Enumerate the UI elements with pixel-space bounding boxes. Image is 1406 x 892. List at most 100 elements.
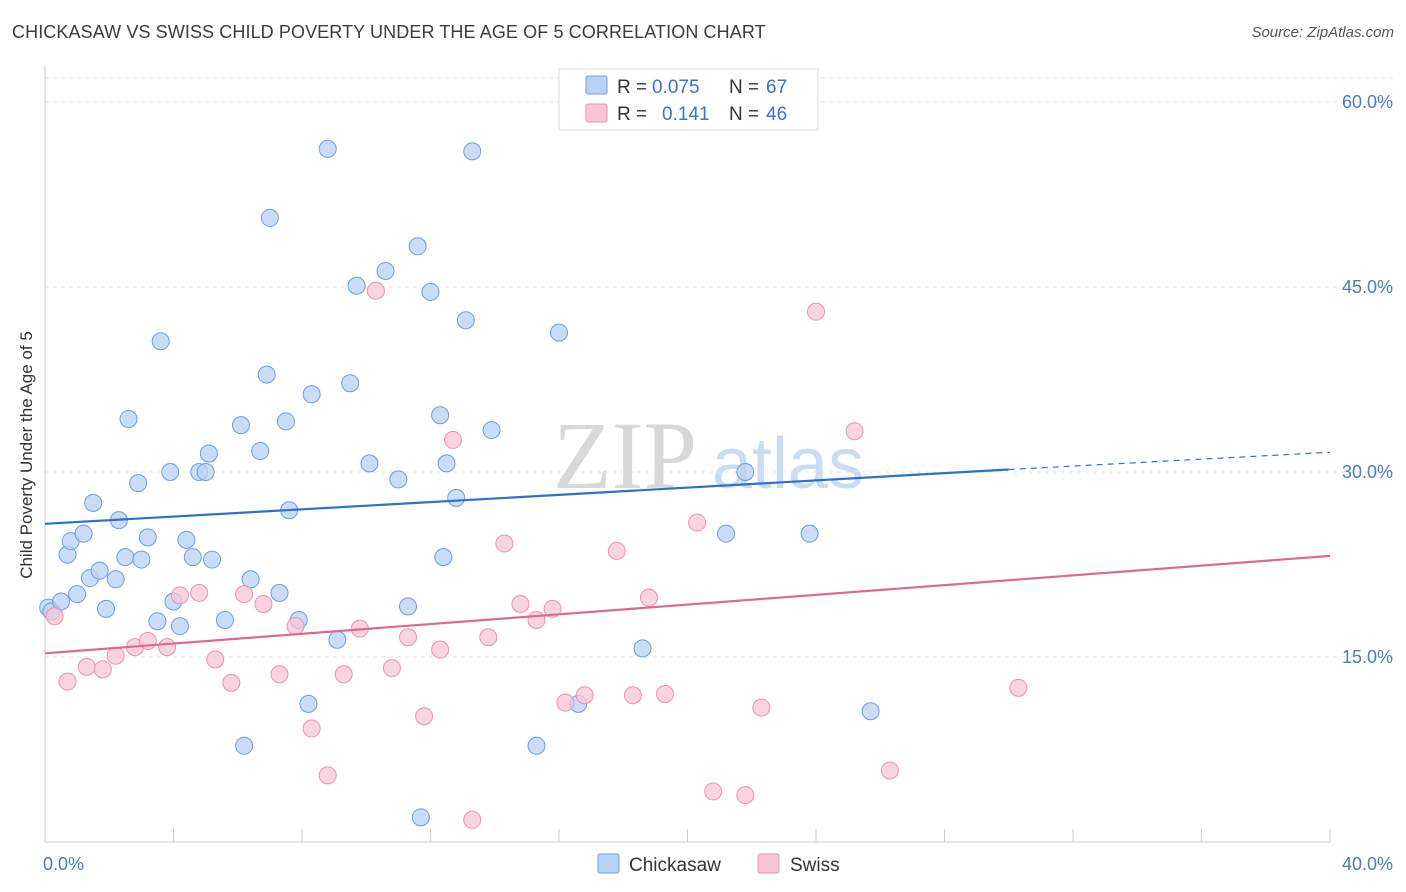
point-chickasaw-66	[800, 524, 819, 543]
point-chickasaw-40	[299, 694, 318, 713]
point-chickasaw-45	[347, 276, 366, 295]
point-chickasaw-8	[84, 493, 103, 512]
point-chickasaw-43	[328, 630, 347, 649]
bottom-legend: Chickasaw Swiss	[597, 853, 840, 876]
point-chickasaw-65	[736, 463, 755, 481]
watermark-atlas-text: atlas	[712, 424, 864, 504]
point-chickasaw-50	[408, 237, 427, 256]
x-tick-label-0: 0.0%	[43, 854, 84, 874]
legend: R = 0.075 N = 67 R = 0.141 N = 46	[558, 68, 819, 131]
trend-lines	[44, 451, 1331, 655]
point-chickasaw-5	[68, 585, 87, 604]
point-chickasaw-9	[90, 561, 109, 580]
point-swiss-3	[93, 660, 112, 679]
point-swiss-18	[334, 665, 353, 684]
point-swiss-39	[704, 782, 723, 801]
point-swiss-42	[807, 302, 825, 321]
point-swiss-20	[366, 281, 385, 300]
y-tick-label-3: 60.0%	[1342, 92, 1393, 112]
point-swiss-27	[479, 628, 498, 647]
point-swiss-23	[415, 707, 434, 726]
point-swiss-9	[190, 583, 209, 602]
tick-labels: 15.0% 30.0% 45.0% 60.0% 0.0% 40.0%	[43, 92, 1393, 874]
point-swiss-11	[222, 673, 241, 692]
point-chickasaw-67	[861, 702, 880, 721]
point-swiss-34	[607, 541, 626, 560]
point-chickasaw-46	[360, 454, 379, 473]
legend-swatch-chickasaw	[585, 75, 608, 95]
point-swiss-30	[527, 611, 546, 629]
point-chickasaw-53	[431, 406, 450, 425]
grid	[45, 77, 1395, 658]
point-swiss-15	[286, 617, 305, 636]
point-chickasaw-16	[132, 550, 151, 569]
point-chickasaw-48	[389, 470, 408, 489]
point-swiss-44	[880, 761, 899, 780]
point-swiss-29	[511, 594, 530, 613]
point-swiss-13	[254, 594, 273, 613]
point-chickasaw-27	[199, 444, 218, 463]
point-swiss-21	[382, 659, 401, 678]
legend-r-value-chickasaw: 0.075	[652, 77, 700, 98]
point-chickasaw-57	[456, 311, 475, 330]
legend-swatch-swiss	[585, 103, 608, 123]
point-chickasaw-36	[270, 583, 289, 602]
trend-line-chickasaw	[44, 468, 1009, 525]
point-chickasaw-24	[183, 548, 202, 567]
point-swiss-10	[206, 650, 225, 669]
axes	[44, 65, 1331, 843]
trend-line-swiss	[44, 554, 1331, 655]
point-chickasaw-15	[129, 474, 148, 493]
point-chickasaw-37	[276, 412, 295, 431]
legend-n-value-swiss: 46	[766, 104, 787, 125]
y-tick-label-1: 30.0%	[1342, 462, 1393, 482]
point-chickasaw-41	[302, 385, 321, 404]
point-chickasaw-29	[215, 611, 234, 629]
point-swiss-38	[688, 513, 707, 532]
point-chickasaw-26	[196, 463, 215, 481]
y-tick-label-0: 15.0%	[1342, 647, 1393, 667]
point-chickasaw-19	[151, 332, 170, 351]
point-swiss-43	[845, 422, 864, 441]
point-swiss-7	[158, 638, 177, 657]
point-chickasaw-18	[148, 612, 167, 631]
point-swiss-45	[1009, 678, 1028, 697]
point-swiss-12	[235, 585, 254, 604]
bottom-legend-swatch-chickasaw	[597, 853, 620, 874]
point-chickasaw-6	[74, 524, 93, 543]
point-chickasaw-42	[318, 139, 337, 158]
point-chickasaw-51	[421, 282, 440, 301]
chart-source: Source: ZipAtlas.com	[1251, 24, 1394, 41]
trend-line-extension-chickasaw	[1008, 451, 1331, 471]
data-points	[39, 139, 1028, 829]
bottom-legend-swatch-swiss	[757, 853, 780, 874]
point-swiss-24	[431, 640, 450, 659]
point-chickasaw-28	[203, 550, 222, 569]
point-swiss-4	[106, 646, 125, 665]
y-tick-label-2: 45.0%	[1342, 277, 1393, 297]
chart-title: CHICKASAW VS SWISS CHILD POVERTY UNDER T…	[12, 22, 766, 42]
point-chickasaw-14	[119, 409, 138, 428]
point-chickasaw-52	[411, 808, 430, 827]
point-chickasaw-33	[251, 442, 270, 461]
point-chickasaw-34	[257, 365, 276, 384]
point-swiss-31	[543, 599, 562, 618]
point-swiss-36	[639, 588, 658, 607]
point-chickasaw-23	[177, 530, 196, 549]
point-chickasaw-30	[231, 416, 250, 435]
legend-r-label-chickasaw: R =	[617, 77, 647, 98]
point-chickasaw-31	[235, 736, 254, 755]
point-chickasaw-11	[106, 570, 125, 589]
point-chickasaw-35	[260, 208, 279, 227]
point-swiss-35	[623, 686, 642, 705]
legend-n-label-swiss: N =	[729, 104, 759, 125]
bottom-legend-label-chickasaw: Chickasaw	[629, 855, 721, 876]
point-swiss-2	[77, 657, 96, 676]
point-swiss-22	[399, 628, 418, 647]
point-swiss-17	[318, 766, 337, 785]
point-chickasaw-55	[437, 454, 456, 473]
point-chickasaw-13	[116, 548, 135, 567]
point-swiss-14	[270, 665, 289, 684]
point-chickasaw-59	[482, 421, 501, 440]
point-swiss-26	[463, 810, 482, 829]
